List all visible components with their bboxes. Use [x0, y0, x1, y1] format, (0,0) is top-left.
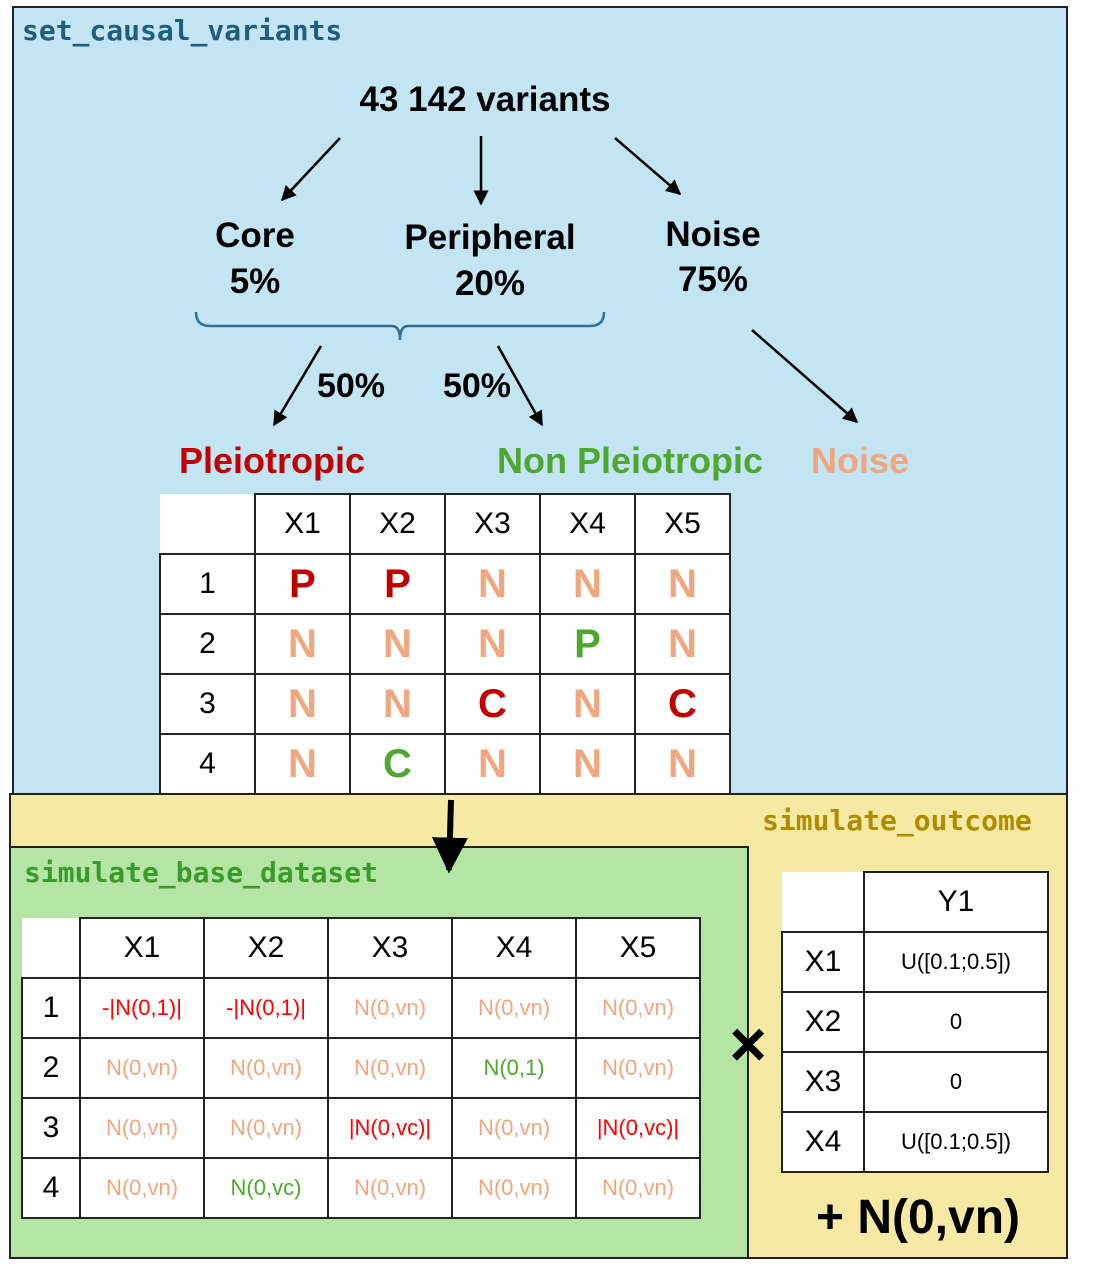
core-peripheral-bracket	[194, 311, 606, 341]
column-header: X3	[444, 493, 541, 555]
weight-cell: U([0.1;0.5])	[863, 931, 1049, 993]
arrow-to-base-dataset	[431, 799, 468, 874]
column-header: X2	[203, 917, 329, 979]
row-header: 1	[21, 977, 81, 1039]
variant-cell: N	[539, 733, 636, 795]
variant-cell: C	[349, 733, 446, 795]
distribution-cell: N(0,vn)	[327, 1037, 453, 1099]
arrow-to-core	[280, 137, 341, 202]
variant-cell: N	[539, 673, 636, 735]
distribution-cell: N(0,vn)	[203, 1037, 329, 1099]
distribution-cell: N(0,vn)	[327, 977, 453, 1039]
weight-cell: 0	[863, 1051, 1049, 1113]
corner-blank	[782, 872, 864, 932]
multiply-sign: ×	[729, 1008, 767, 1080]
distribution-cell: N(0,vn)	[79, 1157, 205, 1219]
variant-cell: N	[634, 553, 731, 615]
variant-cell: N	[634, 733, 731, 795]
distribution-cell: N(0,vn)	[451, 1157, 577, 1219]
variant-cell: P	[254, 553, 351, 615]
outcome-weights-table: Y1 X1 U([0.1;0.5]) X2 0 X3 0 X4 U([0.1;0…	[781, 871, 1049, 1173]
row-header: X2	[781, 991, 865, 1053]
variant-cell: N	[444, 553, 541, 615]
arrow-to-pleiotropic	[272, 345, 323, 427]
noise-category-label: Noise	[810, 440, 910, 481]
noise-label: Noise	[665, 215, 761, 254]
arrow-to-noise-category	[751, 329, 859, 423]
corner-blank	[160, 494, 255, 554]
distribution-cell: N(0,vn)	[575, 1037, 701, 1099]
corner-blank	[22, 918, 80, 978]
arrow-to-noise	[614, 137, 682, 195]
distribution-cell: N(0,vc)	[203, 1157, 329, 1219]
peripheral-percent: 20%	[454, 264, 526, 303]
distribution-cell: |N(0,vc)|	[327, 1097, 453, 1159]
arrow-to-non-pleiotropic	[496, 345, 544, 427]
variant-cell: N	[254, 613, 351, 675]
variant-cell: N	[349, 613, 446, 675]
pleiotropic-split-percent: 50%	[316, 367, 386, 405]
variant-cell: N	[254, 673, 351, 735]
distribution-cell: N(0,vn)	[451, 977, 577, 1039]
column-header: X5	[575, 917, 701, 979]
row-header: 4	[159, 733, 256, 795]
variant-cell: N	[254, 733, 351, 795]
distribution-cell: |N(0,vc)|	[575, 1097, 701, 1159]
weight-cell: 0	[863, 991, 1049, 1053]
row-header: 1	[159, 553, 256, 615]
distribution-cell: N(0,vn)	[79, 1037, 205, 1099]
plus-noise-term: + N(0,vn)	[815, 1191, 1021, 1244]
pleiotropic-label: Pleiotropic	[178, 440, 366, 481]
distribution-cell: -|N(0,1)|	[203, 977, 329, 1039]
weight-cell: U([0.1;0.5])	[863, 1111, 1049, 1173]
core-label: Core	[215, 216, 295, 255]
variants-count: 43 142 variants	[359, 80, 611, 119]
row-header: X1	[781, 931, 865, 993]
variant-cell: C	[634, 673, 731, 735]
variant-cell: C	[444, 673, 541, 735]
variant-cell: N	[634, 613, 731, 675]
variant-cell: N	[539, 553, 636, 615]
distribution-cell: N(0,vn)	[451, 1097, 577, 1159]
row-header: 2	[21, 1037, 81, 1099]
base-dataset-table: X1 X2 X3 X4 X5 1 -|N(0,1)| -|N(0,1)| N(0…	[21, 917, 701, 1219]
column-header: X1	[79, 917, 205, 979]
row-header: 3	[159, 673, 256, 735]
peripheral-label: Peripheral	[404, 218, 576, 257]
distribution-cell: N(0,vn)	[79, 1097, 205, 1159]
causal-assignment-table: X1 X2 X3 X4 X5 1 P P N N N 2 N N N P N 3…	[159, 493, 731, 795]
distribution-cell: N(0,vn)	[575, 977, 701, 1039]
distribution-cell: N(0,vn)	[575, 1157, 701, 1219]
row-header: 4	[21, 1157, 81, 1219]
distribution-cell: N(0,vn)	[203, 1097, 329, 1159]
column-header: X4	[451, 917, 577, 979]
variant-cell: N	[444, 613, 541, 675]
row-header: X4	[781, 1111, 865, 1173]
column-header: X4	[539, 493, 636, 555]
column-header: X2	[349, 493, 446, 555]
non-pleiotropic-split-percent: 50%	[442, 367, 512, 405]
distribution-cell: -|N(0,1)|	[79, 977, 205, 1039]
row-header: 3	[21, 1097, 81, 1159]
non-pleiotropic-label: Non Pleiotropic	[496, 440, 763, 481]
column-header: X5	[634, 493, 731, 555]
variant-cell: N	[349, 673, 446, 735]
distribution-cell: N(0,1)	[451, 1037, 577, 1099]
row-header: 2	[159, 613, 256, 675]
set-causal-variants-title: set_causal_variants	[22, 14, 343, 47]
distribution-cell: N(0,vn)	[327, 1157, 453, 1219]
noise-percent: 75%	[677, 260, 749, 299]
variant-cell: P	[539, 613, 636, 675]
simulate-base-dataset-title: simulate_base_dataset	[24, 856, 379, 889]
column-header: X1	[254, 493, 351, 555]
row-header: X3	[781, 1051, 865, 1113]
variant-cell: P	[349, 553, 446, 615]
variant-cell: N	[444, 733, 541, 795]
simulate-outcome-title: simulate_outcome	[762, 804, 1032, 837]
core-percent: 5%	[229, 262, 281, 301]
column-header: X3	[327, 917, 453, 979]
column-header: Y1	[863, 871, 1049, 933]
